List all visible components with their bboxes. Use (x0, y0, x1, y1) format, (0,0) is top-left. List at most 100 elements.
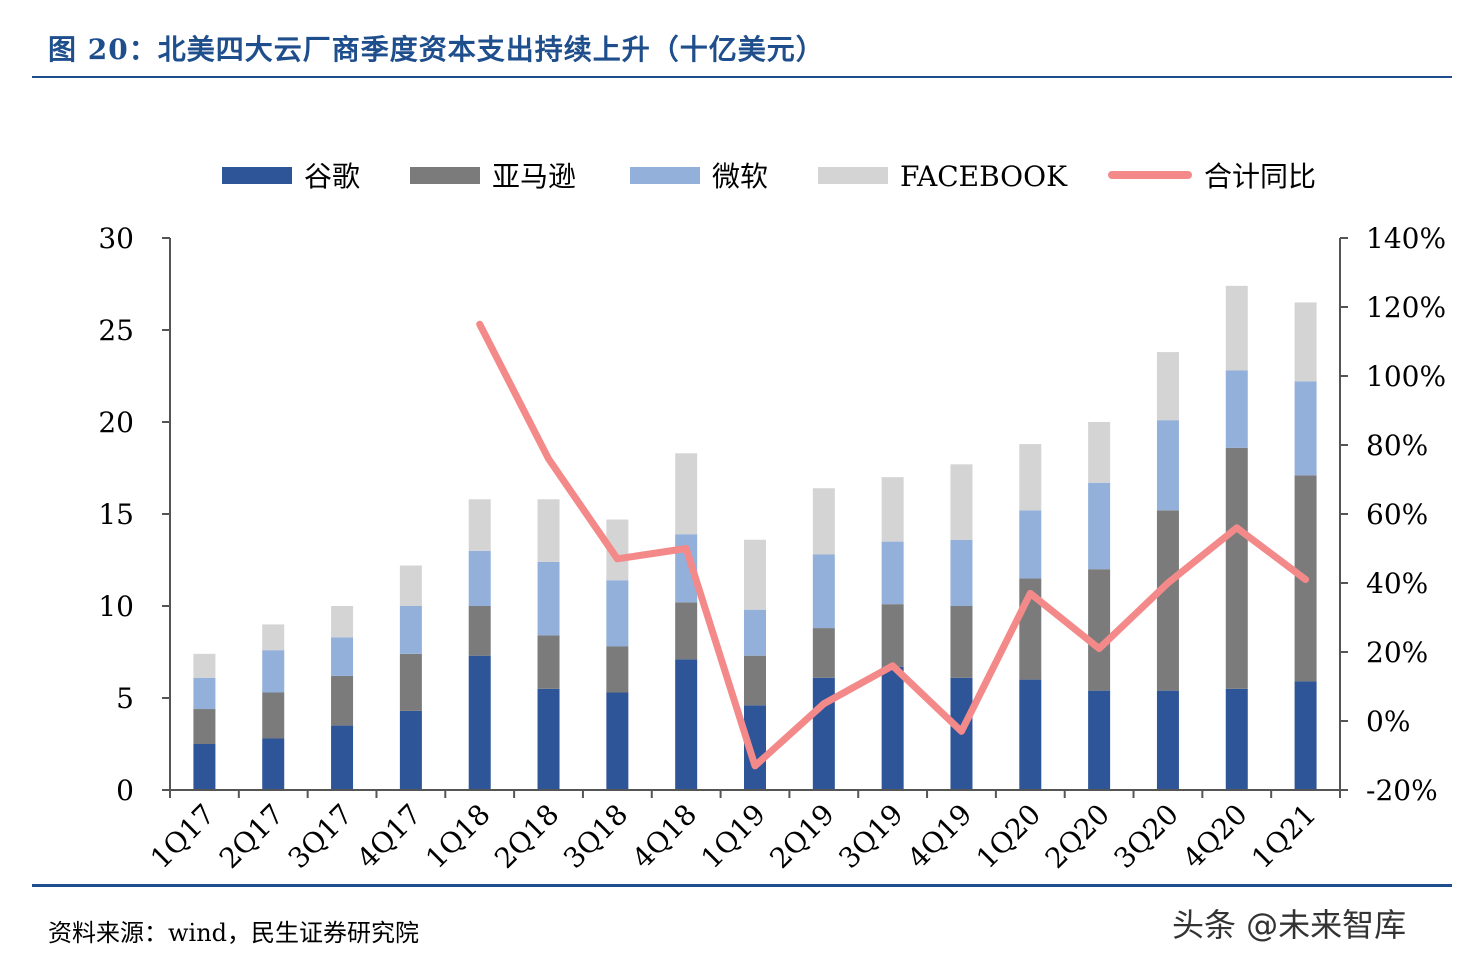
bar-1-4Q19 (950, 606, 973, 678)
bar-3-1Q18 (468, 499, 491, 551)
legend-label-line: 合计同比 (1204, 160, 1316, 193)
bar-0-2Q19 (812, 677, 835, 790)
bar-0-3Q20 (1156, 690, 1179, 790)
x-tick-label-1Q21: 1Q21 (1245, 798, 1322, 875)
x-tick-label-1Q19: 1Q19 (695, 798, 772, 875)
y-tick-label-0: 0 (116, 774, 134, 807)
bar-3-3Q19 (881, 477, 904, 542)
bar-0-2Q18 (537, 688, 560, 790)
bar-0-1Q19 (744, 705, 766, 790)
bar-1-2Q19 (812, 628, 835, 678)
bar-0-2Q17 (262, 738, 285, 790)
y2-tick-label-2: 20% (1366, 636, 1428, 669)
bar-3-2Q18 (537, 499, 560, 562)
bar-0-1Q21 (1294, 681, 1317, 790)
bar-1-1Q18 (468, 606, 491, 656)
bar-1-2Q17 (262, 692, 285, 739)
bar-3-2Q19 (812, 488, 835, 555)
x-tick-label-4Q19: 4Q19 (901, 798, 978, 875)
bar-3-2Q17 (262, 624, 285, 651)
bar-3-1Q21 (1294, 302, 1317, 382)
y-tick-label-10: 10 (98, 590, 134, 623)
y2-tick-label-4: 60% (1366, 498, 1428, 531)
bars (193, 285, 1317, 790)
x-tick-label-4Q20: 4Q20 (1176, 798, 1253, 875)
bar-2-3Q20 (1156, 420, 1179, 511)
bar-3-3Q17 (331, 606, 354, 638)
bar-1-1Q19 (744, 655, 766, 706)
y-tick-label-25: 25 (98, 314, 134, 347)
bar-1-3Q19 (881, 604, 904, 667)
bar-0-1Q18 (468, 655, 491, 790)
yoy-line (476, 320, 1310, 770)
bar-2-1Q19 (744, 609, 766, 656)
bar-1-2Q20 (1088, 569, 1111, 691)
y2-tick-label-8: 140% (1366, 222, 1446, 255)
bar-1-4Q18 (675, 602, 698, 660)
y-tick-label-30: 30 (98, 222, 134, 255)
bar-2-2Q20 (1088, 482, 1111, 570)
legend-swatch-3 (818, 167, 888, 184)
footer-rule (32, 884, 1452, 887)
title-rule (32, 76, 1452, 78)
bar-3-4Q18 (675, 453, 698, 535)
bar-0-3Q17 (331, 725, 354, 790)
bar-0-4Q20 (1225, 688, 1248, 790)
bar-1-4Q17 (399, 653, 422, 711)
x-tick-label-1Q20: 1Q20 (970, 798, 1047, 875)
legend-swatch-0 (222, 167, 292, 184)
watermark: 头条 @未来智库 (1172, 906, 1407, 944)
x-tick-label-2Q19: 2Q19 (763, 798, 840, 875)
bar-1-1Q17 (193, 709, 216, 744)
x-tick-label-3Q17: 3Q17 (282, 798, 359, 875)
bar-2-1Q18 (468, 550, 491, 606)
bar-2-2Q17 (262, 650, 285, 693)
bar-0-3Q19 (881, 666, 904, 790)
x-tick-label-1Q18: 1Q18 (419, 798, 496, 875)
bar-3-3Q18 (606, 519, 629, 581)
bar-2-4Q19 (950, 539, 973, 606)
bar-3-3Q20 (1156, 352, 1179, 421)
x-tick-label-4Q18: 4Q18 (626, 798, 703, 875)
x-tick-label-1Q17: 1Q17 (144, 798, 221, 875)
yoy-line-layer (476, 320, 1310, 770)
x-tick-label-2Q17: 2Q17 (213, 798, 290, 875)
y2-tick-label-7: 120% (1366, 291, 1446, 324)
bar-3-4Q20 (1225, 285, 1248, 371)
bar-3-2Q20 (1088, 422, 1111, 483)
legend-label-2: 微软 (712, 160, 768, 193)
bar-2-3Q18 (606, 580, 629, 647)
y-tick-label-5: 5 (116, 682, 134, 715)
x-tick-label-2Q18: 2Q18 (488, 798, 565, 875)
bar-0-4Q18 (675, 659, 698, 790)
y-tick-label-20: 20 (98, 406, 134, 439)
y2-tick-label-0: -20% (1366, 774, 1438, 807)
bar-0-3Q18 (606, 692, 629, 790)
x-tick-label-3Q20: 3Q20 (1108, 798, 1185, 875)
bar-1-3Q20 (1156, 510, 1179, 691)
bar-3-1Q17 (193, 653, 216, 678)
x-tick-label-2Q20: 2Q20 (1039, 798, 1116, 875)
bar-2-4Q20 (1225, 370, 1248, 448)
x-tick-label-4Q17: 4Q17 (350, 798, 427, 875)
x-tick-label-3Q18: 3Q18 (557, 798, 634, 875)
y2-tick-label-1: 0% (1366, 705, 1410, 738)
legend-label-1: 亚马逊 (492, 160, 576, 193)
legend: 谷歌 亚马逊 微软 FACEBOOK 合计同比 (222, 160, 1316, 193)
bar-2-1Q20 (1019, 510, 1042, 579)
bar-1-3Q17 (331, 675, 354, 726)
bar-0-1Q17 (193, 744, 216, 790)
bar-1-2Q18 (537, 635, 560, 689)
legend-label-0: 谷歌 (304, 160, 360, 193)
bar-3-1Q19 (744, 539, 766, 610)
chart-title: 图 20：北美四大云厂商季度资本支出持续上升（十亿美元） (48, 33, 825, 66)
source-note: 资料来源：wind，民生证券研究院 (48, 919, 420, 947)
x-tick-label-3Q19: 3Q19 (832, 798, 909, 875)
bar-2-2Q19 (812, 554, 835, 629)
bar-1-3Q18 (606, 646, 629, 693)
bar-2-3Q19 (881, 541, 904, 605)
bar-2-1Q17 (193, 677, 216, 710)
bar-0-4Q17 (399, 710, 422, 790)
bar-2-3Q17 (331, 637, 354, 676)
